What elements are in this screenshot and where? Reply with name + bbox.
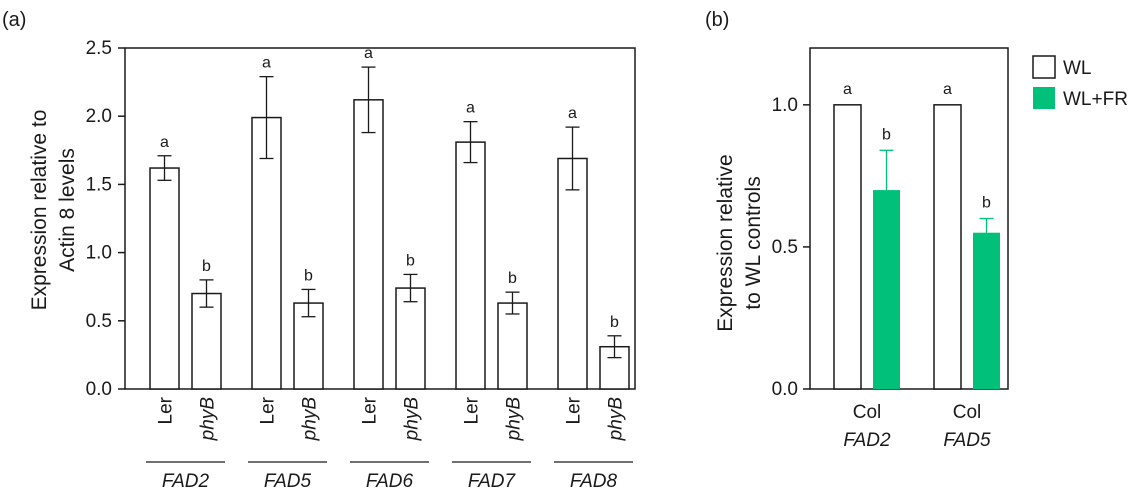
bar-phyb-fad6 [395,287,426,390]
sample-label-ler: Ler [564,396,585,424]
sample-label-ler: Ler [462,396,483,424]
panel-b-label: (b) [705,9,729,31]
panel-a-label: (a) [2,9,26,31]
significance-label: b [610,314,619,331]
sample-label-ler: Ler [258,396,279,424]
significance-label: a [568,105,577,122]
significance-label: b [406,252,415,269]
gene-label-fad7: FAD7 [468,471,517,492]
significance-label: a [262,55,271,72]
sample-label-ler: Ler [156,396,177,424]
significance-label: b [882,126,891,143]
gene-label-fad2: FAD2 [843,430,891,451]
ytick-label: 0.0 [86,379,112,400]
bar-phyb-fad7 [497,302,528,390]
bar-wl-fr-fad2 [873,190,900,389]
panel-b-xlabels: Col FAD2 Col FAD5 [843,402,991,451]
bar-ler-fad2 [149,167,180,390]
legend-swatch-wl-fr [1033,87,1055,109]
category-label-col: Col [953,402,982,423]
significance-label: b [304,267,313,284]
panel-a-ylabel-line2: Actin 8 levels [56,148,79,272]
significance-label: b [982,195,991,212]
significance-label: a [364,45,373,62]
sample-label-phyb: phyB [198,397,219,442]
bar-wl-fad2 [833,104,862,390]
panel-b-ylabel-line2: to WL controls [742,176,765,309]
panel-b-yticks: 0.0 0.5 1.0 [772,95,810,400]
bar-ler-fad6 [353,99,384,390]
panel-b-ylabel-line1: Expression relative [714,154,737,331]
significance-label: a [943,81,952,98]
sample-label-ler: Ler [360,396,381,424]
panel-a-ylabel-line1: Expression relative to [28,110,51,311]
panel-b-axes-frame [809,47,1009,390]
sample-label-phyb: phyB [402,397,423,442]
category-label-col: Col [853,402,882,423]
legend: WL WL+FR [1032,55,1128,110]
sample-label-phyb: phyB [606,397,627,442]
bar-phyb-fad2 [191,292,222,390]
ytick-label: 1.0 [772,95,798,116]
significance-label: a [160,134,169,151]
legend-label-wl: WL [1063,58,1092,79]
gene-label-fad8: FAD8 [570,471,618,492]
ytick-label: 2.5 [86,38,112,59]
panel-a: (a) Expression relative to Actin 8 level… [2,9,636,492]
sample-label-phyb: phyB [504,397,525,442]
ytick-label: 0.5 [772,237,798,258]
gene-label-fad2: FAD2 [162,471,210,492]
significance-label: b [508,270,517,287]
legend-label-wl-fr: WL+FR [1063,89,1128,110]
significance-label: b [202,258,211,275]
panel-a-bars: a b a b a b a b a b [149,45,630,390]
ytick-label: 1.5 [86,174,112,195]
panel-b: (b) Expression relative to WL controls 0… [705,9,1128,451]
gene-label-fad6: FAD6 [366,471,414,492]
panel-a-yticks: 0.0 0.5 1.0 1.5 2.0 2.5 [86,38,125,400]
significance-label: a [466,100,475,117]
ytick-label: 0.0 [772,379,798,400]
bar-ler-fad8 [557,157,588,390]
bar-wl-fad5 [933,104,962,390]
gene-label-fad5: FAD5 [943,430,991,451]
bar-ler-fad5 [251,116,282,390]
legend-swatch-wl [1032,55,1056,79]
significance-label: a [843,81,852,98]
bar-wl-fr-fad5 [973,232,1000,389]
ytick-label: 2.0 [86,106,112,127]
sample-label-phyb: phyB [300,397,321,442]
ytick-label: 1.0 [86,243,112,264]
panel-b-bars: a b a b [833,81,1000,390]
bar-ler-fad7 [455,141,486,390]
gene-label-fad5: FAD5 [264,471,312,492]
ytick-label: 0.5 [86,311,112,332]
